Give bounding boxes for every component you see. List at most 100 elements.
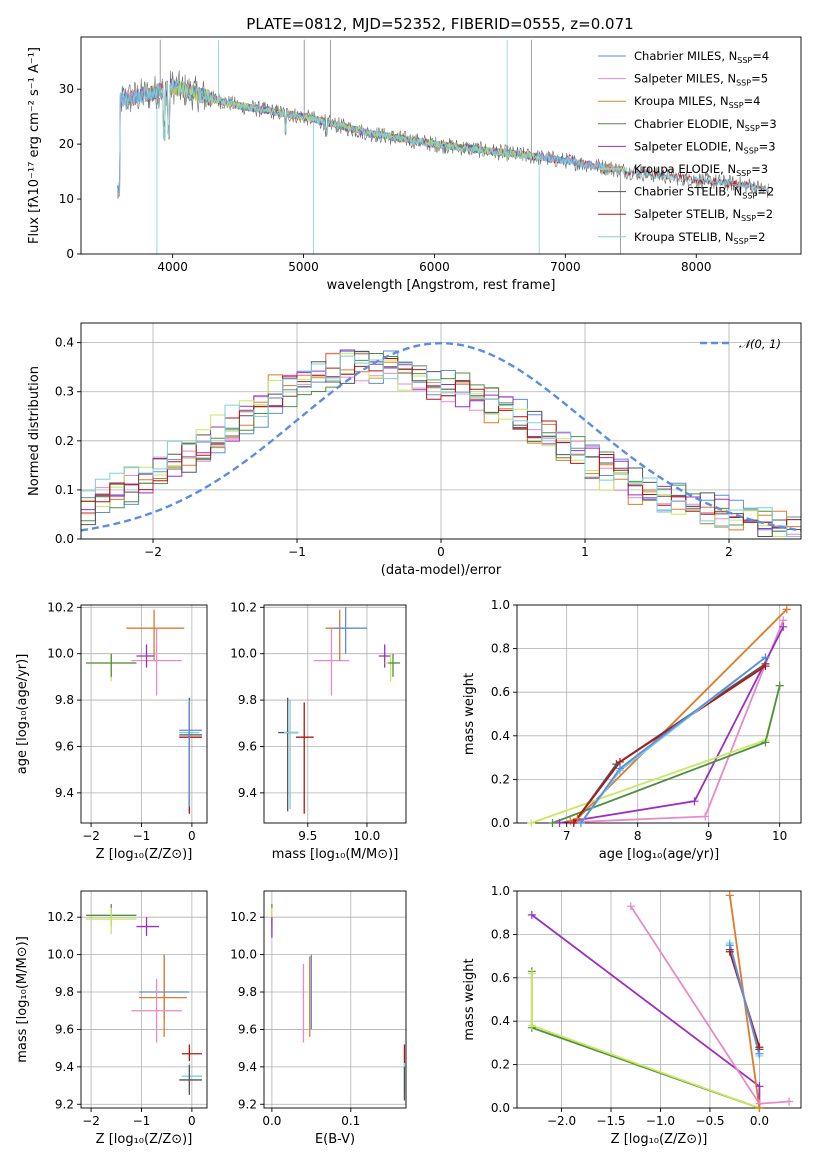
mass-vs-Z-ytick-label-2: 9.6 xyxy=(55,1022,74,1036)
mass-vs-EBV-ytick-label-2: 9.6 xyxy=(238,1022,257,1036)
legend-label-prefix-4: , N xyxy=(728,139,744,153)
legend-label-7: Salpeter STELIB, NSSP=2 xyxy=(634,207,773,223)
mass-weight-vs-Z-xtick-label-1: −1.5 xyxy=(596,1114,625,1128)
legend-label-name-7: Salpeter STELIB xyxy=(634,207,725,221)
legend-label-sub-6: SSP xyxy=(742,192,757,201)
mass-weight-vs-age-marker-2-1 xyxy=(690,797,699,806)
mass-vs-EBV-frame xyxy=(263,890,407,1109)
age-vs-mass-ytick-label-4: 10.2 xyxy=(230,600,257,614)
mass-vs-EBV-ytick-label-0: 9.2 xyxy=(238,1097,257,1111)
residuals-xtick-label-4: 2 xyxy=(725,545,733,559)
legend-label-3: Chabrier ELODIE, NSSP=3 xyxy=(634,117,777,133)
mass-weight-vs-age-frame xyxy=(516,604,802,824)
mass-weight-vs-Z-marker-8-0 xyxy=(725,941,734,950)
legend-label-sub-1: SSP xyxy=(736,79,751,88)
histogram-0 xyxy=(81,350,801,532)
age-vs-Z-ytick-label-3: 10.0 xyxy=(47,647,74,661)
age-vs-Z-xtick-label-1: −1 xyxy=(133,829,151,843)
legend-label-sub-2: SSP xyxy=(729,101,744,110)
mass-weight-vs-age-ylabel: mass weight xyxy=(462,673,477,755)
mass-weight-vs-Z-ylabel: mass weight xyxy=(462,958,477,1040)
mass-weight-vs-Z-xtick-label-0: −2.0 xyxy=(547,1114,576,1128)
mass-weight-vs-Z-ytick-label-4: 0.8 xyxy=(491,927,510,941)
residuals-ytick-label-1: 0.1 xyxy=(55,483,74,497)
mass-weight-vs-age-marker-6-2 xyxy=(761,662,770,671)
legend-label-name-6: Chabrier STELIB xyxy=(634,185,726,199)
mass-weight-vs-age-ytick-label-0: 0.0 xyxy=(491,816,510,830)
spectrum-line-8 xyxy=(117,79,769,198)
spectrum-xlabel: wavelength [Angstrom, rest frame] xyxy=(327,278,556,293)
legend-label-name-5: Kroupa ELODIE xyxy=(634,162,720,176)
mass-weight-vs-Z-marker-4-1 xyxy=(755,1104,764,1112)
legend-label-sub-5: SSP xyxy=(736,169,751,178)
age-vs-mass-frame xyxy=(263,604,407,824)
spectrum-ytick-label-3: 30 xyxy=(59,82,74,96)
age-vs-mass-ytick-label-1: 9.6 xyxy=(238,739,257,753)
mass-weight-vs-age-marker-2-0 xyxy=(555,819,564,827)
residuals-xtick-label-1: −1 xyxy=(288,545,306,559)
legend-label-prefix-5: , N xyxy=(720,162,736,176)
age-vs-Z-frame-group: −2 −1 0 9.4 9.6 9.8 10.0 10.2 Z [log₁₀(Z/Z⊙)] age… xyxy=(15,600,208,862)
legend-label-name-2: Kroupa MILES xyxy=(634,94,713,108)
legend-label-name-3: Chabrier ELODIE xyxy=(634,117,729,131)
legend-label-nssp-5: =3 xyxy=(751,162,768,176)
mass-weight-vs-Z-axes xyxy=(517,890,801,1109)
mass-vs-Z-xlabel: Z [log₁₀(Z/Z⊙)] xyxy=(96,1132,193,1147)
mass-weight-vs-Z-marker-1-2 xyxy=(785,1097,794,1106)
age-vs-mass-ytick-label-2: 9.8 xyxy=(238,693,257,707)
mass-weight-vs-age-ytick-label-2: 0.4 xyxy=(491,729,510,743)
residuals-ytick-label-4: 0.4 xyxy=(55,336,74,350)
legend-label-4: Salpeter ELODIE, NSSP=3 xyxy=(634,139,776,155)
mass-vs-EBV-ytick-label-1: 9.4 xyxy=(238,1060,257,1074)
age-vs-Z-ytick-label-1: 9.6 xyxy=(55,739,74,753)
age-vs-Z-ylabel: age [log₁₀(age/yr)] xyxy=(15,654,30,775)
legend-label-name-4: Salpeter ELODIE xyxy=(634,139,728,153)
histogram-8 xyxy=(81,355,801,537)
spectrum-ytick-label-0: 0 xyxy=(66,247,74,261)
age-vs-mass-axes xyxy=(264,605,406,823)
mass-weight-vs-age-ytick-label-1: 0.2 xyxy=(491,772,510,786)
legend-label-prefix-6: , N xyxy=(726,185,742,199)
mass-vs-Z-frame xyxy=(80,890,208,1109)
legend-label-name-0: Chabrier MILES xyxy=(634,49,721,63)
spectrum-xtick-label-0: 4000 xyxy=(157,260,188,274)
age-vs-Z-xlabel: Z [log₁₀(Z/Z⊙)] xyxy=(96,847,193,862)
spectrum-frame-group: 4000 5000 6000 7000 8000 0 10 20 30 wavelength [A… xyxy=(27,36,802,293)
legend-label-sub-4: SSP xyxy=(744,146,759,155)
age-vs-Z-frame xyxy=(80,604,208,824)
mass-weight-vs-Z-xtick-label-2: −1.0 xyxy=(646,1114,675,1128)
legend-label-sub-8: SSP xyxy=(734,237,749,246)
mass-weight-vs-Z-series-3 xyxy=(530,973,760,1108)
legend-label-sub-3: SSP xyxy=(745,124,760,133)
mass-weight-vs-Z-marker-0-0 xyxy=(527,910,536,919)
mass-weight-vs-age-xlabel: age [log₁₀(age/yr)] xyxy=(599,847,720,862)
figure-title: PLATE=0812, MJD=52352, FIBERID=0555, z=0… xyxy=(246,15,633,33)
spectrum-ytick-label-1: 10 xyxy=(59,192,74,206)
histogram-7 xyxy=(81,358,801,528)
mass-weight-vs-Z-series-0 xyxy=(531,914,761,1108)
legend-label-nssp-3: =3 xyxy=(760,117,777,131)
legend-label-nssp-0: =4 xyxy=(752,49,769,63)
mass-weight-vs-age-marker-8-0 xyxy=(576,819,585,827)
mass-weight-vs-age-ytick-label-4: 0.8 xyxy=(491,642,510,656)
mass-weight-vs-age-xtick-label-2: 9 xyxy=(705,829,713,843)
legend-label-prefix-0: , N xyxy=(721,49,737,63)
legend-label-nssp-7: =2 xyxy=(756,207,773,221)
spectrum-frame xyxy=(80,36,802,255)
mass-weight-vs-Z-marker-3-1 xyxy=(527,1021,536,1030)
mass-vs-Z-ylabel: mass [log₁₀(M/M⊙)] xyxy=(15,936,30,1063)
spectrum-xtick-label-4: 8000 xyxy=(681,260,712,274)
mass-vs-Z-ytick-label-1: 9.4 xyxy=(55,1060,74,1074)
age-vs-mass-ytick-label-3: 10.0 xyxy=(230,647,257,661)
mass-weight-vs-Z-ytick-label-0: 0.0 xyxy=(491,1101,510,1115)
mass-weight-vs-Z-ytick-label-3: 0.6 xyxy=(491,971,510,985)
mass-vs-EBV-xtick-label-1: 0.1 xyxy=(341,1114,360,1128)
mass-weight-vs-age-marker-2-2 xyxy=(779,622,788,631)
mass-vs-EBV-xlabel: E(B-V) xyxy=(315,1132,355,1147)
legend-label-nssp-2: =4 xyxy=(744,94,761,108)
mass-weight-vs-age-series-0 xyxy=(570,608,788,822)
age-vs-mass-xtick-label-0: 9.5 xyxy=(298,829,317,843)
mass-weight-vs-Z-marker-0-1 xyxy=(755,1082,764,1091)
legend-label-name-1: Salpeter MILES xyxy=(634,72,720,86)
